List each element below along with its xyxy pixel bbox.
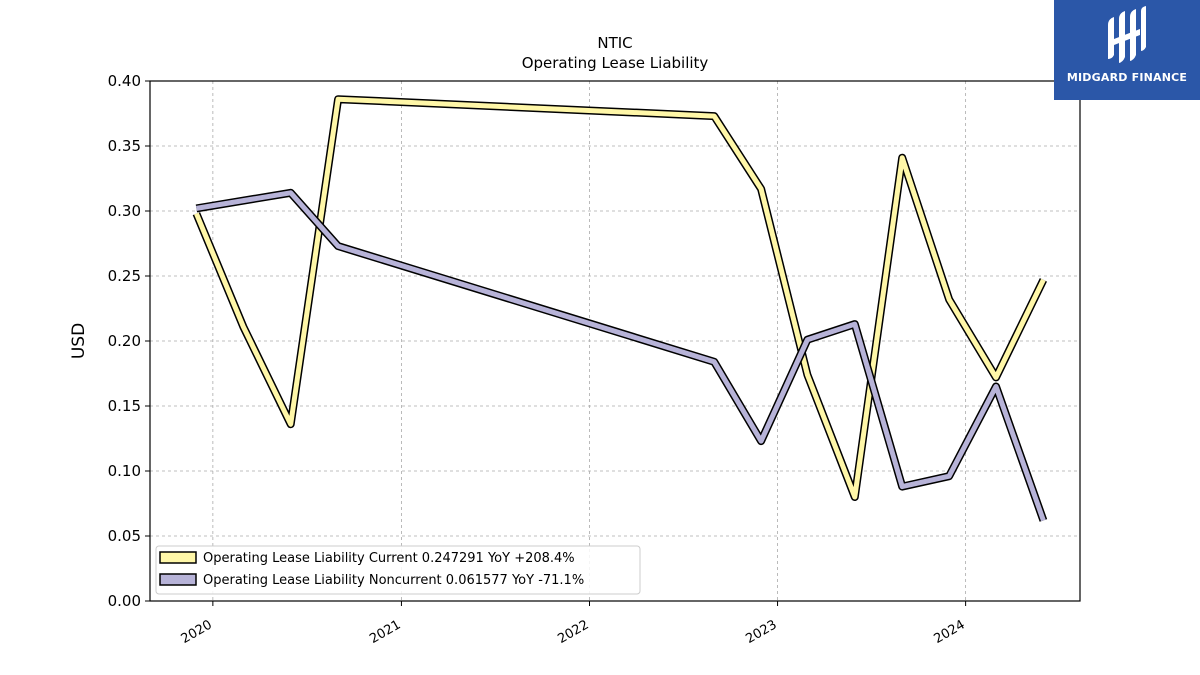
midgard-logo-icon [1108,6,1146,63]
series-line-1 [194,96,1046,500]
series-outline-1 [192,95,1047,501]
series-lines [192,95,1048,522]
brand-logo: MIDGARD FINANCE [1054,0,1200,100]
y-tick-label: 0.30 [108,202,141,220]
legend-box [155,545,641,595]
x-tick-label: 2021 [367,617,403,647]
legend-swatch-current [159,551,197,564]
legend-label-noncurrent: Operating Lease Liability Noncurrent 0.0… [203,573,584,588]
y-tick-label: 0.00 [108,592,141,610]
legend-label-current: Operating Lease Liability Current 0.2472… [203,551,575,566]
axis-ticks: 0.00 0.05 0.10 0.15 0.20 0.25 0.30 0.35 0.40 2020… [108,72,968,647]
x-tick-label: 2023 [743,617,779,647]
legend-swatch-noncurrent [159,573,197,586]
y-tick-label: 0.15 [108,397,141,415]
chart-title: NTIC [597,34,632,52]
y-tick-label: 0.40 [108,72,141,90]
y-tick-label: 0.35 [108,137,141,155]
x-tick-label: 2020 [179,617,215,647]
legend: Operating Lease Liability Current 0.2472… [155,545,641,595]
y-tick-label: 0.10 [108,462,141,480]
x-tick-label: 2024 [931,617,967,647]
y-tick-label: 0.25 [108,267,141,285]
chart-subtitle: Operating Lease Liability [522,54,709,72]
x-tick-label: 2022 [555,617,591,647]
series-line-2 [195,190,1046,522]
grid [150,80,1080,602]
y-tick-label: 0.20 [108,332,141,350]
y-axis-label: USD [69,323,89,359]
y-tick-label: 0.05 [108,527,141,545]
brand-name: MIDGARD FINANCE [1066,71,1188,84]
